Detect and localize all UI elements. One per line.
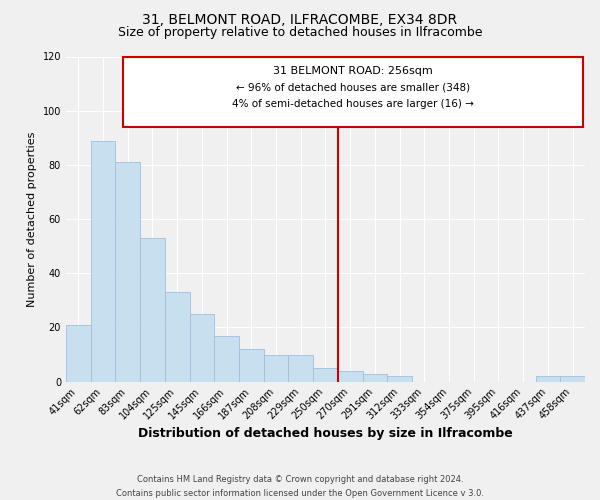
- Text: ← 96% of detached houses are smaller (348): ← 96% of detached houses are smaller (34…: [236, 82, 470, 92]
- Text: 31 BELMONT ROAD: 256sqm: 31 BELMONT ROAD: 256sqm: [273, 66, 433, 76]
- Bar: [313, 368, 338, 382]
- Bar: [91, 140, 115, 382]
- Bar: [560, 376, 585, 382]
- Bar: [115, 162, 140, 382]
- Bar: [140, 238, 165, 382]
- FancyBboxPatch shape: [123, 56, 583, 127]
- Bar: [387, 376, 412, 382]
- Bar: [66, 325, 91, 382]
- Bar: [263, 354, 289, 382]
- Bar: [536, 376, 560, 382]
- Text: Contains HM Land Registry data © Crown copyright and database right 2024.
Contai: Contains HM Land Registry data © Crown c…: [116, 476, 484, 498]
- Y-axis label: Number of detached properties: Number of detached properties: [27, 132, 37, 307]
- Bar: [289, 354, 313, 382]
- Bar: [239, 349, 263, 382]
- Bar: [165, 292, 190, 382]
- Text: 31, BELMONT ROAD, ILFRACOMBE, EX34 8DR: 31, BELMONT ROAD, ILFRACOMBE, EX34 8DR: [142, 12, 458, 26]
- Bar: [190, 314, 214, 382]
- Bar: [214, 336, 239, 382]
- X-axis label: Distribution of detached houses by size in Ilfracombe: Distribution of detached houses by size …: [138, 427, 513, 440]
- Text: Size of property relative to detached houses in Ilfracombe: Size of property relative to detached ho…: [118, 26, 482, 39]
- Bar: [362, 374, 387, 382]
- Bar: [338, 371, 362, 382]
- Text: 4% of semi-detached houses are larger (16) →: 4% of semi-detached houses are larger (1…: [232, 98, 473, 108]
